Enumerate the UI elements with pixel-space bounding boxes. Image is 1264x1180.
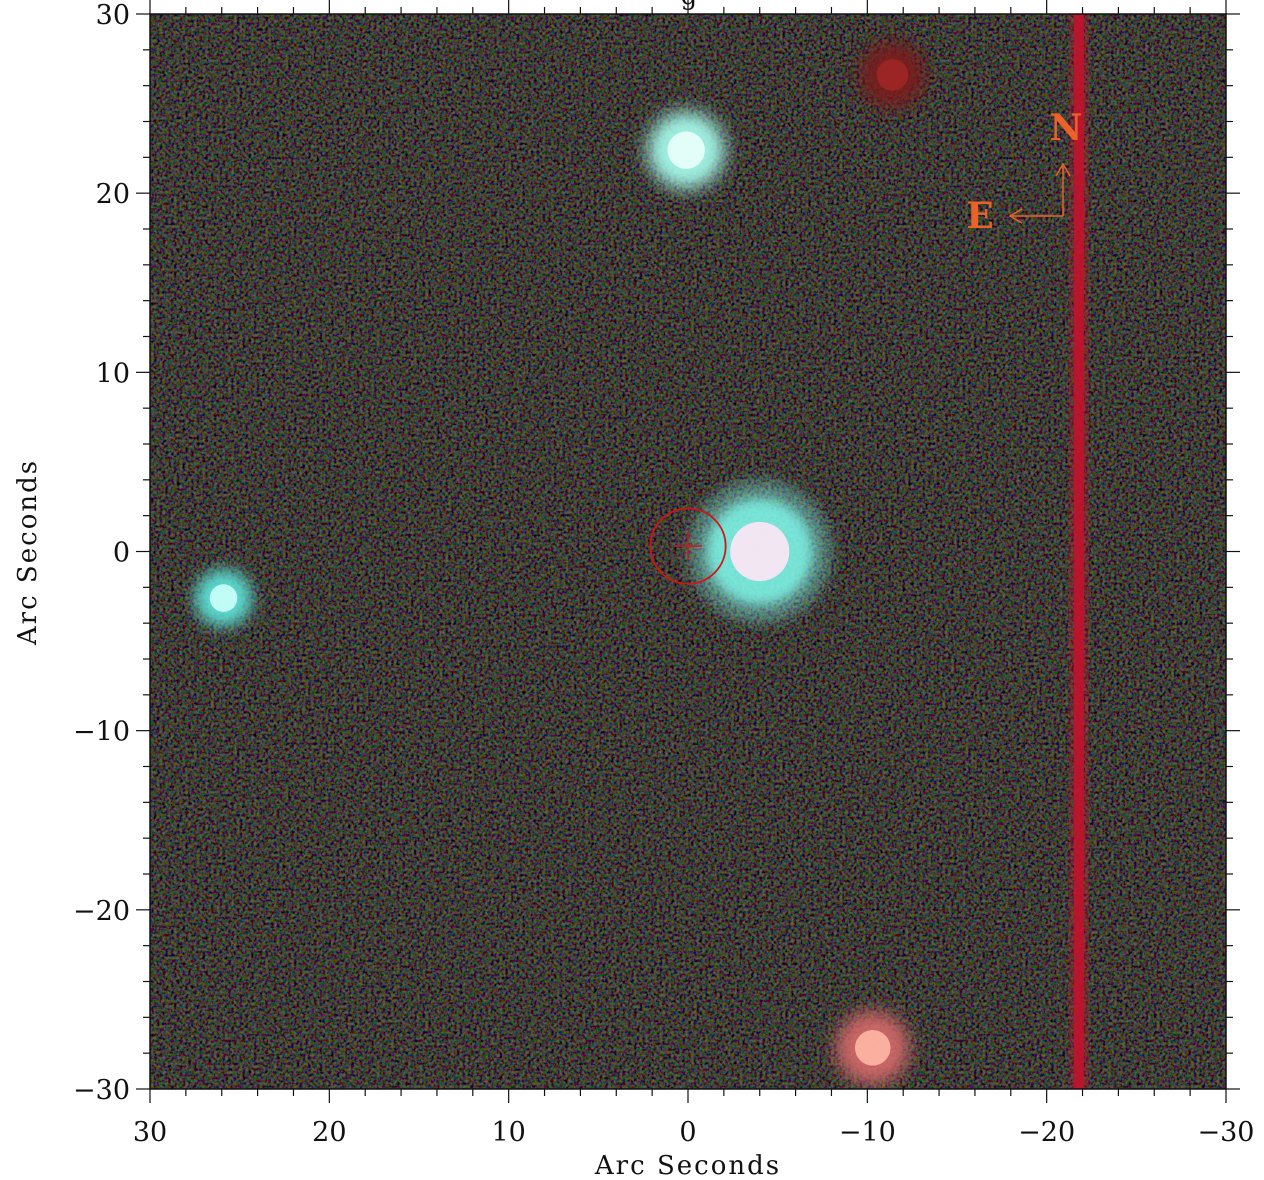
x-tick-label: 0	[679, 1117, 696, 1148]
x-tick-label: 20	[312, 1117, 346, 1148]
y-tick-label: 0	[113, 538, 130, 569]
target-circle	[649, 507, 727, 585]
x-tick-label: −10	[839, 1117, 896, 1148]
x-tick-labels: 30 20 10 0 −10 −20 −30	[133, 1117, 1255, 1148]
sources	[189, 36, 932, 1089]
y-tick-label: 10	[96, 358, 130, 389]
x-tick-label: 10	[491, 1117, 525, 1148]
title-fragment: g	[681, 0, 700, 11]
star-west	[189, 564, 258, 632]
faint-red-north	[853, 36, 932, 114]
north-label: N	[1050, 107, 1083, 149]
east-label: E	[966, 195, 993, 237]
x-axis-label: Arc Seconds	[594, 1151, 781, 1180]
y-tick-label: 30	[96, 0, 130, 31]
star-north	[640, 104, 733, 197]
y-tick-labels: 30 20 10 0 −10 −20 −30	[73, 0, 130, 1106]
y-tick-label: 20	[96, 179, 130, 210]
target-marker	[649, 507, 727, 585]
y-axis-label: Arc Seconds	[13, 459, 43, 646]
x-tick-label: 30	[133, 1117, 167, 1148]
source-south-red	[829, 1004, 917, 1089]
north-arrow-head	[1055, 162, 1071, 177]
x-tick-label: −20	[1018, 1117, 1075, 1148]
y-tick-label: −10	[73, 717, 130, 748]
star-bright-near-target	[687, 478, 833, 625]
compass-rose: N E	[966, 107, 1082, 237]
x-tick-label: −30	[1198, 1117, 1255, 1148]
east-arrow-head	[1008, 208, 1023, 224]
streak-core	[1073, 14, 1084, 1089]
bad-column-streak	[1068, 14, 1089, 1089]
axis-ticks	[136, 0, 1240, 1103]
y-tick-label: −30	[73, 1075, 130, 1106]
y-tick-label: −20	[73, 896, 130, 927]
